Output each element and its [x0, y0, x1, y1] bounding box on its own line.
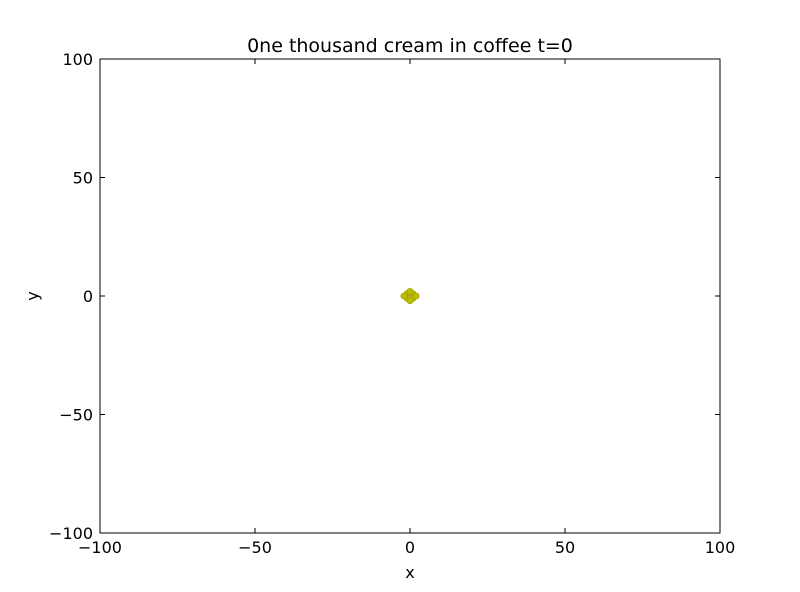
data-point: [406, 287, 414, 295]
y-tick-label: 100: [62, 50, 93, 69]
x-tick-label: −100: [78, 538, 122, 557]
chart-title: 0ne thousand cream in coffee t=0: [247, 35, 573, 57]
x-tick-label: 0: [405, 538, 415, 557]
x-tick-label: 50: [555, 538, 575, 557]
axis-ticks: −100 −50 0 50 100 −100 −50 0 50 100: [49, 50, 735, 557]
data-points: [400, 287, 420, 305]
data-point: [400, 292, 408, 300]
x-tick-label: 100: [705, 538, 736, 557]
data-point: [412, 292, 420, 300]
y-tick-label: 0: [83, 287, 93, 306]
x-tick-label: −50: [238, 538, 272, 557]
y-tick-label: −100: [49, 524, 93, 543]
y-tick-label: −50: [59, 406, 93, 425]
y-axis-label: y: [23, 291, 42, 300]
x-axis-label: x: [405, 563, 414, 582]
y-tick-label: 50: [73, 169, 93, 188]
data-point: [406, 297, 414, 305]
